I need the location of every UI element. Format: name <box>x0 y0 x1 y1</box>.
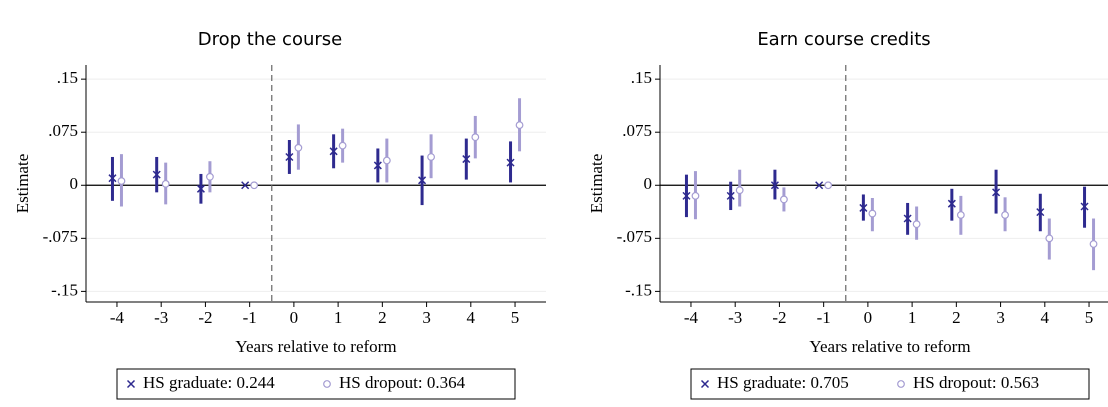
x-tick-label: 2 <box>952 308 961 327</box>
x-axis-label: Years relative to reform <box>809 337 970 356</box>
marker-circle <box>1089 240 1098 248</box>
marker-circle <box>897 380 905 388</box>
marker-circle <box>427 153 435 161</box>
y-tick-label: -.075 <box>617 227 652 246</box>
y-axis-label: Estimate <box>13 154 32 213</box>
marker-circle <box>206 172 214 181</box>
y-tick-label: .075 <box>622 121 652 140</box>
panel: Drop the course Estimate Years relative to… <box>13 29 546 400</box>
legend-label: HS dropout: 0.563 <box>913 373 1039 392</box>
marker-x <box>462 155 471 164</box>
marker-x <box>682 191 691 200</box>
x-axis-label: Years relative to reform <box>235 337 396 356</box>
marker-x <box>285 152 294 162</box>
x-tick-label: 5 <box>1085 308 1094 327</box>
x-tick-label: -3 <box>728 308 742 327</box>
x-tick-label: 0 <box>290 308 299 327</box>
marker-circle <box>382 156 391 165</box>
legend-box <box>116 368 516 400</box>
marker-circle <box>161 179 170 188</box>
marker-x <box>506 158 515 167</box>
legend-label: HS dropout: 0.364 <box>339 373 466 392</box>
marker-x <box>700 379 710 389</box>
y-tick-label: .15 <box>57 68 78 87</box>
marker-x <box>947 199 956 208</box>
marker-x <box>329 147 338 156</box>
panel: Earn course credits Estimate Years relativ… <box>587 29 1108 400</box>
marker-circle <box>117 177 126 185</box>
x-tick-label: 4 <box>467 308 476 327</box>
marker-circle <box>471 133 480 142</box>
y-tick-label: 0 <box>70 174 79 193</box>
legend-box <box>690 368 1090 400</box>
x-tick-label: 5 <box>511 308 520 327</box>
legend: HS graduate: 0.705 HS dropout: 0.563 <box>690 368 1090 400</box>
legend: HS graduate: 0.244 HS dropout: 0.364 <box>116 368 516 400</box>
marker-circle <box>250 181 259 190</box>
marker-x <box>126 379 136 389</box>
marker-circle <box>780 195 788 204</box>
marker-x <box>373 161 382 170</box>
marker-x <box>152 170 161 179</box>
y-tick-label: .075 <box>48 121 78 140</box>
x-tick-label: -1 <box>817 308 831 327</box>
marker-circle <box>691 191 700 200</box>
y-tick-label: -.075 <box>43 227 78 246</box>
y-tick-label: -.15 <box>51 280 78 299</box>
marker-circle <box>956 211 965 219</box>
x-tick-label: -2 <box>772 308 786 327</box>
y-tick-label: 0 <box>644 174 653 193</box>
marker-x <box>903 214 912 223</box>
x-tick-label: 1 <box>908 308 917 327</box>
marker-x <box>1080 202 1089 211</box>
x-tick-label: -4 <box>110 308 125 327</box>
legend-label: HS graduate: 0.244 <box>143 373 275 392</box>
chart-title: Drop the course <box>198 29 342 50</box>
x-tick-label: 1 <box>334 308 343 327</box>
marker-circle <box>824 181 833 190</box>
marker-x <box>992 188 1001 197</box>
marker-x <box>770 181 779 190</box>
marker-x <box>1036 208 1045 217</box>
marker-x <box>418 176 427 185</box>
x-tick-label: -3 <box>154 308 168 327</box>
marker-circle <box>515 121 524 130</box>
marker-x <box>815 181 824 190</box>
x-tick-label: 3 <box>422 308 431 327</box>
x-tick-label: -1 <box>243 308 257 327</box>
marker-circle <box>294 143 303 152</box>
x-tick-label: 3 <box>996 308 1005 327</box>
x-tick-label: 0 <box>864 308 873 327</box>
y-axis-label: Estimate <box>587 154 606 213</box>
x-tick-label: -4 <box>684 308 699 327</box>
chart-title: Earn course credits <box>757 29 930 50</box>
marker-x <box>196 184 205 193</box>
legend-label: HS graduate: 0.705 <box>717 373 849 392</box>
marker-x <box>108 174 117 183</box>
x-tick-label: 4 <box>1041 308 1050 327</box>
marker-circle <box>1045 234 1054 243</box>
marker-circle <box>323 380 331 388</box>
marker-circle <box>338 141 347 150</box>
marker-circle <box>868 209 877 218</box>
x-tick-label: 2 <box>378 308 387 327</box>
x-tick-label: -2 <box>198 308 212 327</box>
marker-x <box>726 191 735 200</box>
y-tick-label: -.15 <box>625 280 652 299</box>
marker-circle <box>735 186 744 195</box>
y-tick-label: .15 <box>631 68 652 87</box>
marker-x <box>859 203 868 212</box>
marker-circle <box>1001 211 1009 219</box>
marker-circle <box>912 220 921 229</box>
marker-x <box>241 181 250 190</box>
